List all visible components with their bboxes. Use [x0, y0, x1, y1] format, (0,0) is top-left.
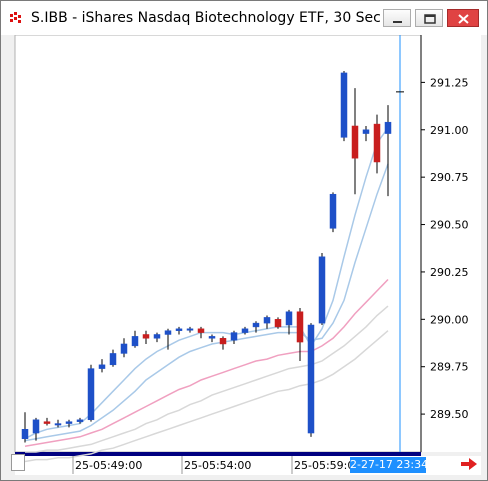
price-tick-label: 290.75 — [430, 171, 469, 184]
candle-body — [252, 322, 260, 328]
candle-body — [21, 429, 29, 439]
candle-body — [76, 419, 84, 422]
time-axis-bar — [15, 452, 421, 456]
moving-average-ma4 — [25, 305, 389, 453]
candle-body — [263, 317, 271, 324]
candle-body — [362, 129, 370, 134]
candle-body — [109, 353, 117, 366]
candle-body — [230, 332, 238, 341]
price-tick-label: 289.75 — [430, 361, 469, 374]
candle-body — [131, 336, 139, 347]
candle-body — [219, 338, 227, 345]
candle-body — [54, 423, 62, 426]
chart-app-icon — [9, 11, 23, 25]
price-tick-label: 289.50 — [430, 408, 469, 421]
plot-background — [14, 35, 422, 453]
moving-average-ma5 — [24, 330, 389, 463]
price-tick-label: 291.00 — [430, 124, 469, 137]
title-bar[interactable]: S.IBB - iShares Nasdaq Biotechnology ETF… — [1, 1, 487, 35]
candle-body — [296, 311, 304, 343]
time-tick-label: 25-05:59:00 — [294, 459, 361, 472]
candle-body — [241, 328, 249, 333]
candle-body — [43, 421, 51, 424]
close-icon — [458, 14, 469, 24]
candle-body — [175, 328, 183, 331]
candle-body — [153, 334, 161, 339]
candle-body — [32, 419, 40, 434]
candle-body — [98, 364, 106, 369]
chart-area[interactable]: 291.25 291.00 290.75 290.50 290.25 290.00 289.… — [9, 35, 481, 475]
time-tick-label: 25-05:49:00 — [75, 459, 142, 472]
corner-box[interactable] — [11, 454, 25, 471]
candle-body — [307, 324, 315, 434]
cursor-timestamp: 2-27-17 23:34:00 — [350, 457, 446, 473]
window-title: S.IBB - iShares Nasdaq Biotechnology ETF… — [31, 10, 381, 26]
moving-average-ma3 — [24, 278, 389, 448]
minimize-icon — [393, 21, 402, 23]
candle-body — [318, 256, 326, 324]
right-arrow-icon[interactable] — [460, 457, 478, 471]
candle-body — [208, 336, 216, 339]
candle-body — [274, 319, 282, 328]
maximize-icon — [424, 14, 436, 24]
candle-body — [186, 328, 194, 331]
candle-body — [351, 125, 359, 159]
candle-body — [197, 328, 205, 333]
time-tick-label: 25-05:54:00 — [184, 459, 251, 472]
candle-body — [65, 421, 73, 424]
candle-body — [384, 121, 392, 134]
candle-body — [373, 123, 381, 163]
candle-body — [164, 330, 172, 335]
close-button[interactable] — [447, 9, 479, 27]
candle-body — [120, 343, 128, 354]
price-tick-label: 290.50 — [430, 219, 469, 232]
price-tick-label: 290.25 — [430, 266, 469, 279]
price-axis[interactable] — [421, 35, 481, 452]
price-tick-label: 291.25 — [430, 76, 469, 89]
candle-body — [329, 193, 337, 229]
moving-average-ma1 — [24, 127, 389, 440]
minimize-button[interactable] — [383, 9, 411, 27]
maximize-button[interactable] — [415, 9, 443, 27]
candle-body — [340, 72, 348, 138]
candle-body — [142, 334, 150, 339]
moving-average-ma2 — [24, 163, 389, 442]
price-chart[interactable]: 291.25 291.00 290.75 290.50 290.25 290.00 289.… — [9, 35, 481, 475]
candle-body — [285, 311, 293, 326]
price-tick-label: 290.00 — [430, 313, 469, 326]
candle-body — [87, 368, 95, 421]
